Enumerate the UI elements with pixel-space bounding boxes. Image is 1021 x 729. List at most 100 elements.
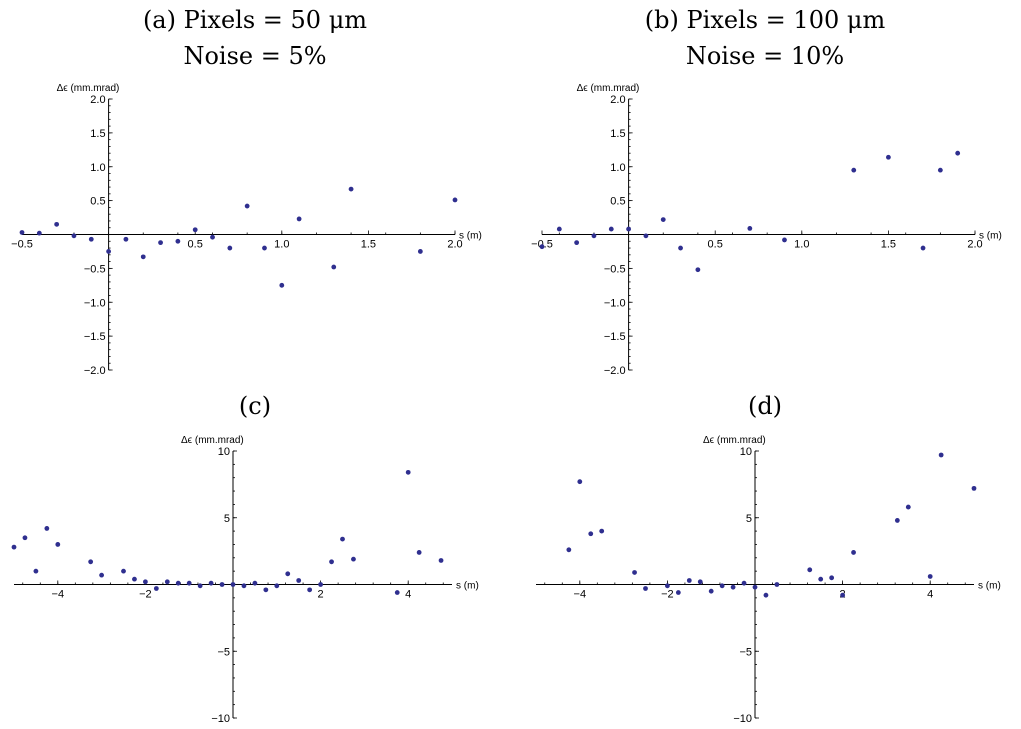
data-point xyxy=(719,583,725,589)
data-point xyxy=(697,579,703,585)
data-point xyxy=(556,226,562,232)
data-point xyxy=(19,230,25,235)
data-point xyxy=(121,568,126,574)
data-point xyxy=(730,584,736,590)
y-tick-label: −0.5 xyxy=(84,263,106,275)
y-axis-label: Δϵ (mm.mrad) xyxy=(703,435,766,446)
data-point xyxy=(22,535,28,541)
data-point xyxy=(807,567,813,573)
data-point xyxy=(937,167,943,173)
data-point xyxy=(230,582,236,587)
data-point xyxy=(208,580,214,586)
data-point xyxy=(123,236,129,242)
data-point xyxy=(626,226,631,232)
data-point xyxy=(36,230,42,236)
y-tick-label: −10 xyxy=(211,713,230,725)
data-point xyxy=(574,240,580,246)
x-tick-label: 2.0 xyxy=(447,239,462,251)
panel-c: (c) −4 −2 2 4 −10 −5 5 10 s (m) Δϵ (mm.mrad) xyxy=(11,392,479,725)
y-tick-label: −5 xyxy=(739,646,752,658)
data-point xyxy=(539,244,545,250)
x-tick-label: −0.5 xyxy=(11,239,33,251)
panel-subtitle: Noise = 10% xyxy=(686,42,844,70)
data-point xyxy=(695,267,701,273)
data-point xyxy=(938,452,944,458)
y-tick-label: −5 xyxy=(217,646,230,658)
data-point xyxy=(920,245,926,251)
data-point xyxy=(44,526,50,531)
data-point xyxy=(158,240,163,246)
data-point xyxy=(285,571,291,577)
data-point xyxy=(774,582,780,587)
data-point xyxy=(11,544,17,550)
data-point xyxy=(405,469,411,475)
x-tick-label: 4 xyxy=(927,589,933,601)
data-point xyxy=(577,479,583,485)
y-tick-label: 5 xyxy=(224,513,230,525)
data-point xyxy=(348,186,354,192)
data-point xyxy=(894,518,900,523)
y-axis-label: Δϵ (mm.mrad) xyxy=(577,83,640,94)
data-point xyxy=(675,590,681,595)
data-point xyxy=(438,558,444,563)
x-tick-label: 1.0 xyxy=(274,239,289,251)
data-point xyxy=(99,572,104,578)
data-point xyxy=(186,580,192,586)
x-tick-label: 0.5 xyxy=(708,239,723,251)
y-tick-label: 2.0 xyxy=(90,94,105,106)
x-tick-label: 0.5 xyxy=(188,239,203,251)
y-tick-label: 1.5 xyxy=(610,128,625,140)
data-point xyxy=(591,233,597,239)
data-point xyxy=(741,580,747,586)
panel-a: (a) Pixels = 50 μm Noise = 5% −0.5 0.5 1.0 1.… xyxy=(11,6,482,377)
data-point xyxy=(851,167,857,173)
data-point xyxy=(608,226,614,232)
data-point xyxy=(686,578,692,583)
y-tick-label: 1.0 xyxy=(610,162,625,174)
data-point xyxy=(227,245,233,251)
data-point xyxy=(132,576,137,582)
data-point xyxy=(752,584,758,590)
data-point xyxy=(175,238,181,244)
panel-title: (d) xyxy=(748,392,782,420)
y-axis-label: Δϵ (mm.mrad) xyxy=(57,83,120,94)
y-tick-label: 5 xyxy=(746,513,752,525)
y-tick-label: −1.0 xyxy=(604,297,626,309)
data-point xyxy=(971,485,977,491)
x-tick-label: 1.5 xyxy=(881,239,896,251)
data-point xyxy=(840,592,845,598)
data-point xyxy=(905,504,911,510)
data-point xyxy=(318,582,323,587)
data-point xyxy=(643,586,648,591)
data-point xyxy=(599,528,605,534)
panel-b: (b) Pixels = 100 μm Noise = 10% −0.5 0.5 1.0… xyxy=(531,6,1002,377)
data-point xyxy=(417,249,423,254)
data-point xyxy=(566,547,572,553)
y-tick-label: 0.5 xyxy=(90,196,105,208)
data-point xyxy=(219,582,225,587)
data-point xyxy=(175,580,181,586)
data-point xyxy=(244,203,250,209)
y-tick-label: 10 xyxy=(740,446,752,458)
data-point xyxy=(829,575,835,581)
data-point xyxy=(55,542,61,547)
x-tick-label: 1.5 xyxy=(361,239,376,251)
data-point xyxy=(88,236,94,242)
data-point xyxy=(296,216,302,222)
data-point xyxy=(747,226,753,231)
data-point xyxy=(140,254,146,260)
data-point xyxy=(351,556,356,562)
data-point xyxy=(210,234,215,240)
data-point xyxy=(782,237,787,243)
y-tick-label: −2.0 xyxy=(604,365,626,377)
data-point xyxy=(416,550,422,555)
y-tick-label: 1.0 xyxy=(90,162,105,174)
x-axis-label: s (m) xyxy=(978,581,1001,592)
data-point xyxy=(851,550,856,555)
data-point xyxy=(763,592,769,598)
data-point xyxy=(106,249,111,254)
data-point xyxy=(665,583,670,589)
data-point xyxy=(88,559,94,565)
